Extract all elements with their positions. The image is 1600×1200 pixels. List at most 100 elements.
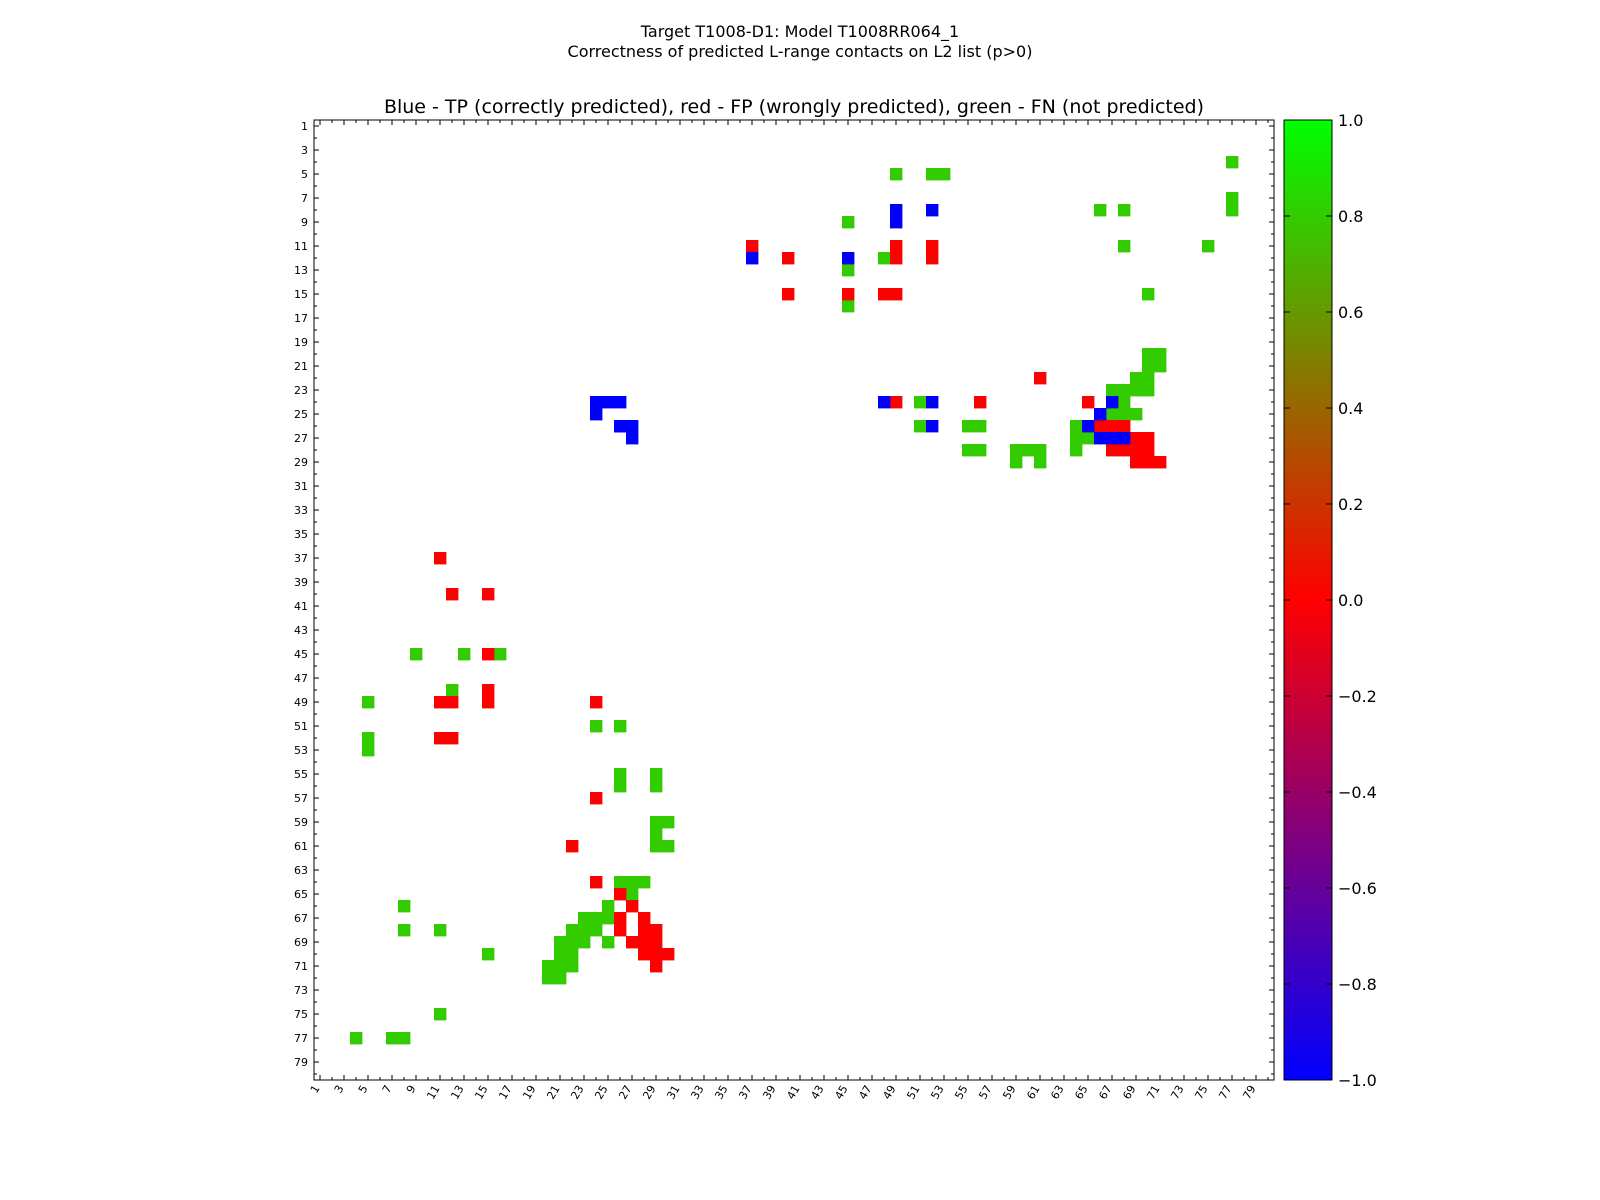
x-tick-label: 79 (1240, 1083, 1258, 1102)
fp-cell (590, 876, 603, 889)
x-tick-label: 69 (1120, 1083, 1138, 1102)
fp-cell (614, 912, 627, 925)
fp-cell (434, 732, 447, 745)
y-tick-label: 3 (301, 144, 308, 157)
fn-cell (1142, 384, 1155, 397)
fn-cell (1226, 204, 1239, 217)
x-tick-label: 59 (1000, 1083, 1018, 1102)
y-tick-label: 47 (294, 672, 308, 685)
fn-cell (602, 936, 615, 949)
fn-cell (446, 684, 459, 697)
fp-cell (434, 696, 447, 709)
fn-cell (1130, 408, 1143, 421)
x-tick-label: 37 (736, 1083, 754, 1102)
fp-cell (638, 912, 651, 925)
fn-cell (626, 888, 639, 901)
fp-cell (482, 588, 495, 601)
x-tick-label: 39 (760, 1083, 778, 1102)
fn-cell (650, 816, 663, 829)
fn-cell (554, 960, 567, 973)
fn-cell (962, 420, 975, 433)
fp-cell (566, 840, 579, 853)
tp-cell (590, 408, 603, 421)
tp-cell (1094, 432, 1107, 445)
fn-cell (650, 840, 663, 853)
y-tick-label: 29 (294, 456, 308, 469)
fn-cell (458, 648, 471, 661)
fn-cell (1010, 456, 1023, 469)
y-tick-label: 77 (294, 1032, 308, 1045)
y-tick-label: 63 (294, 864, 308, 877)
fp-cell (1142, 432, 1155, 445)
fp-cell (974, 396, 987, 409)
fn-cell (1142, 360, 1155, 373)
fn-cell (1142, 372, 1155, 385)
colorbar-tick-label: 0.0 (1338, 591, 1363, 610)
colorbar-tick-label: −1.0 (1338, 1071, 1377, 1090)
fn-cell (1070, 432, 1083, 445)
fn-cell (938, 168, 951, 181)
fn-cell (1118, 408, 1131, 421)
fp-cell (482, 684, 495, 697)
colorbar-tick-label: 0.2 (1338, 495, 1363, 514)
fn-cell (566, 948, 579, 961)
x-tick-label: 13 (448, 1083, 466, 1102)
fn-cell (578, 936, 591, 949)
fn-cell (434, 1008, 447, 1021)
x-tick-label: 75 (1192, 1083, 1210, 1102)
fp-cell (782, 288, 795, 301)
x-tick-label: 27 (616, 1083, 634, 1102)
fp-cell (446, 732, 459, 745)
y-tick-label: 45 (294, 648, 308, 661)
x-tick-label: 49 (880, 1083, 898, 1102)
x-tick-label: 29 (640, 1083, 658, 1102)
fp-cell (662, 948, 675, 961)
figure-suptitle-line2: Correctness of predicted L-range contact… (567, 42, 1033, 61)
fn-cell (842, 300, 855, 313)
fn-cell (386, 1032, 399, 1045)
colorbar-tick-label: 0.4 (1338, 399, 1363, 418)
fn-cell (650, 768, 663, 781)
tp-cell (890, 216, 903, 229)
fn-cell (590, 924, 603, 937)
fp-cell (650, 936, 663, 949)
y-tick-label: 43 (294, 624, 308, 637)
fn-cell (638, 876, 651, 889)
fp-cell (1034, 372, 1047, 385)
fn-cell (614, 768, 627, 781)
tp-cell (626, 420, 639, 433)
x-tick-label: 7 (380, 1083, 395, 1096)
figure-suptitle-line1: Target T1008-D1: Model T1008RR064_1 (640, 22, 960, 41)
fn-cell (842, 216, 855, 229)
fn-cell (1022, 444, 1035, 457)
y-tick-label: 19 (294, 336, 308, 349)
tp-cell (626, 432, 639, 445)
fn-cell (1118, 240, 1131, 253)
fn-cell (362, 696, 375, 709)
fn-cell (1118, 204, 1131, 217)
fn-cell (962, 444, 975, 457)
contact-cells (350, 156, 1239, 1045)
colorbar-tick-label: −0.6 (1338, 879, 1377, 898)
fn-cell (566, 924, 579, 937)
y-tick-label: 51 (294, 720, 308, 733)
colorbar (1283, 119, 1333, 1081)
fn-cell (1118, 396, 1131, 409)
colorbar-ticks: 1.0 0.8 0.6 0.4 0.2 0.0 −0.2 −0.4 −0.6 −0.8 −1.0 (1284, 111, 1377, 1090)
fp-cell (638, 948, 651, 961)
fn-cell (566, 936, 579, 949)
colorbar-tick-label: 0.6 (1338, 303, 1363, 322)
fp-cell (1082, 396, 1095, 409)
fn-cell (650, 780, 663, 793)
x-tick-label: 43 (808, 1083, 826, 1102)
fn-cell (398, 1032, 411, 1045)
fp-cell (1106, 420, 1119, 433)
fn-cell (602, 900, 615, 913)
tp-cell (590, 396, 603, 409)
x-tick-label: 9 (404, 1083, 419, 1096)
fp-cell (746, 240, 759, 253)
fn-cell (542, 960, 555, 973)
fn-cell (482, 948, 495, 961)
y-tick-label: 67 (294, 912, 308, 925)
fp-cell (1094, 420, 1107, 433)
